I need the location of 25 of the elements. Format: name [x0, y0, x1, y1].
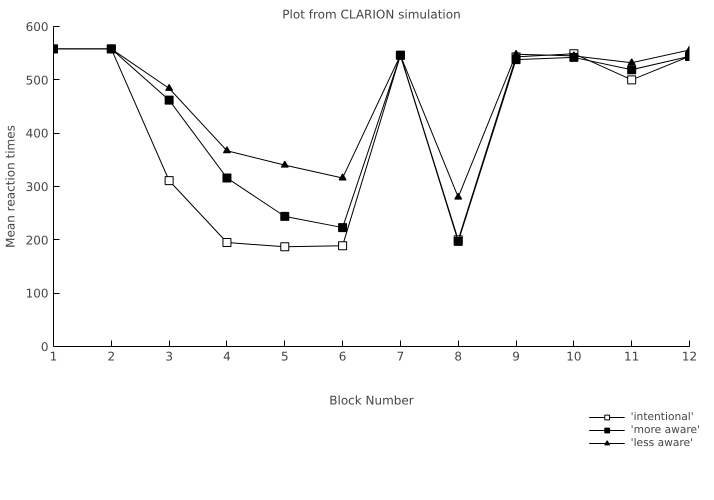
y-tick-label: 300	[26, 180, 48, 194]
x-tick-label: 9	[512, 350, 520, 364]
legend-label: 'less aware'	[630, 436, 694, 449]
x-tick-label: 8	[454, 350, 462, 364]
y-tick-label: 0	[40, 340, 49, 354]
legend-label: 'intentional'	[630, 410, 694, 423]
x-axis-title: Block Number	[329, 394, 414, 408]
x-tick-label: 2	[108, 350, 116, 364]
y-tick-label: 400	[26, 126, 48, 141]
x-tick-label: 6	[338, 350, 346, 364]
x-tick-label: 10	[566, 350, 582, 364]
legend-label: 'more aware'	[630, 423, 700, 436]
x-tick-label: 3	[165, 350, 173, 364]
x-tick-label: 12	[682, 350, 698, 364]
x-tick-label: 4	[223, 350, 231, 364]
x-tick-label: 7	[396, 350, 404, 364]
x-tick-label: 5	[280, 350, 289, 364]
y-tick-label: 200	[26, 233, 48, 248]
y-axis-title: Mean reaction times	[4, 125, 18, 248]
chart-title: Plot from CLARION simulation	[282, 8, 461, 22]
y-tick-label: 100	[26, 286, 48, 301]
x-tick-label: 1	[50, 350, 58, 364]
y-tick-label: 500	[26, 73, 48, 88]
x-tick-label: 11	[624, 350, 640, 364]
y-tick-label: 600	[26, 20, 48, 34]
